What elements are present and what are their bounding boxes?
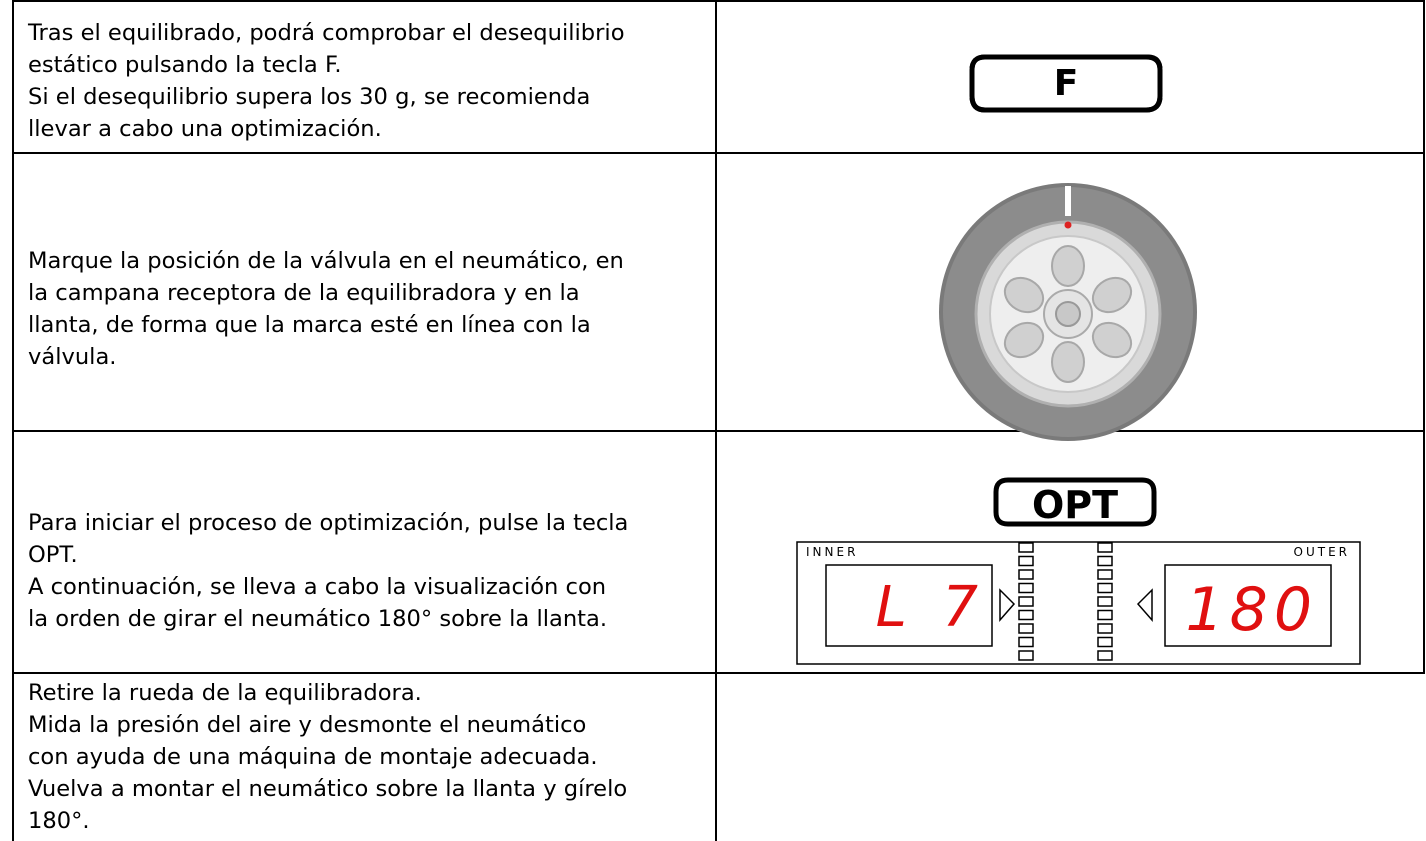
led [1018,650,1034,661]
led [1018,569,1034,580]
text-cell: Marque la posición de la válvula en el n… [12,152,716,432]
text-line: llevar a cabo una optimización. [28,116,382,142]
led [1097,569,1113,580]
display-panel: INNER OUTER L 7 180 [796,541,1361,665]
text-line: OPT. [28,542,78,568]
led [1097,542,1113,553]
led [1018,609,1034,621]
text-line: con ayuda de una máquina de montaje adec… [28,744,598,770]
led [1097,596,1113,607]
led [1018,596,1034,607]
led [1097,555,1113,567]
led [1018,542,1034,553]
key-opt: OPT [993,477,1157,527]
text-line: Si el desequilibrio supera los 30 g, se … [28,84,591,110]
led [1097,623,1113,634]
text-line: la campana receptora de la equilibradora… [28,280,580,306]
text-line: llanta, de forma que la marca esté en lí… [28,312,591,338]
led [1018,623,1034,634]
text-line: Vuelva a montar el neumático sobre la ll… [28,776,628,802]
text-cell: Para iniciar el proceso de optimización,… [12,430,716,674]
instruction: Tras el equilibrado, podrá comprobar el … [28,17,712,145]
display-label: INNER [806,545,858,559]
text-cell: Tras el equilibrado, podrá comprobar el … [12,0,716,154]
wheel-illustration [939,183,1197,441]
display-label: OUTER [1294,545,1350,559]
led [1018,582,1034,594]
text-cell: Retire la rueda de la equilibradora. Mida… [12,672,716,841]
outer-display: 180 [1185,575,1318,645]
text-line: la orden de girar el neumático 180° sobr… [28,606,608,632]
led [1097,582,1113,594]
led [1018,636,1034,648]
led [1097,650,1113,661]
led [1097,636,1113,648]
led [1018,555,1034,567]
text-line: Retire la rueda de la equilibradora. [28,680,422,706]
inner-display: L 7 [876,575,979,640]
key-label: F [1054,63,1079,104]
text-line: 180°. [28,808,90,834]
text-line: Mida la presión del aire y desmonte el n… [28,712,587,738]
key-label: OPT [1032,483,1118,527]
text-line: válvula. [28,344,117,370]
text-line: Tras el equilibrado, podrá comprobar el … [28,20,625,46]
text-line: Marque la posición de la válvula en el n… [28,248,624,274]
text-line: Para iniciar el proceso de optimización,… [28,510,629,536]
instruction: Para iniciar el proceso de optimización,… [28,507,712,635]
instruction: Retire la rueda de la equilibradora. Mida… [28,677,712,837]
key-f: F [960,54,1172,113]
led [1097,609,1113,621]
text-line: estático pulsando la tecla F. [28,52,342,78]
text-line: A continuación, se lleva a cabo la visua… [28,574,607,600]
instruction: Marque la posición de la válvula en el n… [28,245,712,373]
